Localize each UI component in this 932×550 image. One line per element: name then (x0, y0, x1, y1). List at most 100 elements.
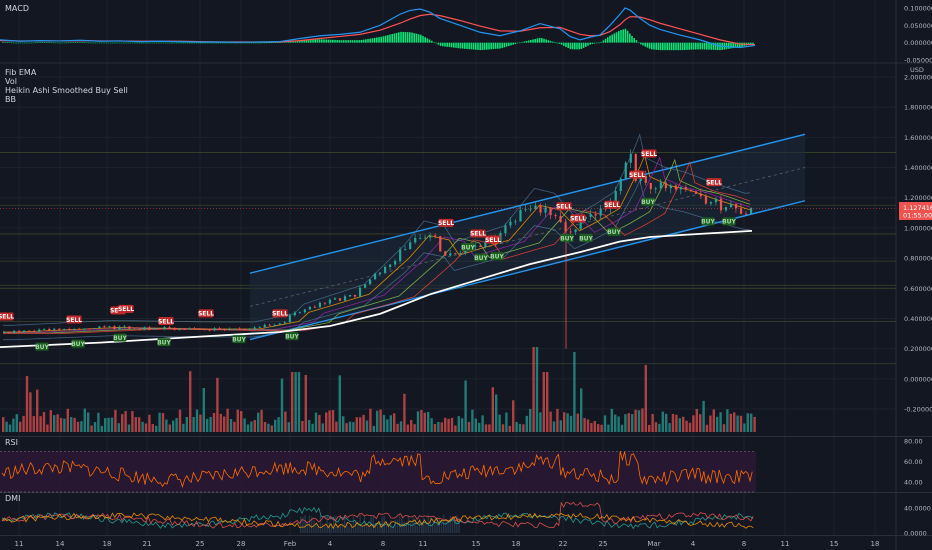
sell-signal[interactable]: SELL (0, 312, 14, 321)
sell-signal[interactable]: SELL (272, 309, 288, 318)
signal-label-bg (641, 149, 657, 158)
candle-body (298, 312, 301, 314)
main-price-pane[interactable]: SELLBUYSELLBUYSELLSELLBUYSELLBUYSELLBUYS… (0, 133, 896, 432)
volume-bar (603, 415, 607, 432)
sell-signal[interactable]: SELL (485, 235, 501, 244)
time-axis-label-11: 11 (781, 540, 790, 548)
candle-body (338, 298, 342, 301)
macd-histogram-bar (96, 42, 99, 44)
macd-histogram-bar (673, 42, 675, 51)
buy-signal[interactable]: BUY (71, 339, 86, 348)
time-axis-label-8: 8 (381, 540, 385, 548)
buy-signal[interactable]: BUY (35, 342, 50, 351)
indicator-bb[interactable]: BB (5, 95, 16, 104)
indicator-vol[interactable]: Vol (5, 77, 17, 86)
sell-signal[interactable]: SELL (470, 229, 486, 238)
volume-bar (233, 421, 236, 432)
volume-bar (212, 413, 216, 432)
volume-bar (542, 372, 545, 432)
volume-bar (226, 408, 229, 432)
volume-bar (389, 415, 392, 432)
buy-signal[interactable]: BUY (285, 332, 300, 340)
candle-body (178, 329, 181, 330)
volume-bar (386, 419, 389, 432)
buy-signal[interactable]: BUY (641, 197, 656, 206)
candle-body (293, 312, 296, 316)
sell-signal[interactable]: SELL (706, 178, 722, 186)
sell-signal[interactable]: SELL (604, 200, 620, 209)
volume-bar (617, 416, 620, 432)
volume-bar (437, 421, 440, 432)
macd-histogram-bar (697, 42, 699, 50)
macd-pane[interactable] (0, 7, 756, 51)
volume-bar (56, 414, 59, 432)
volume-bar (294, 372, 297, 432)
buy-signal[interactable]: BUY (560, 233, 575, 242)
candle-body (659, 182, 662, 189)
sell-signal[interactable]: SELL (438, 218, 454, 227)
signal-label-bg (579, 233, 593, 242)
sell-signal[interactable]: SELL (629, 170, 645, 179)
buy-signal[interactable]: BUY (232, 335, 247, 343)
buy-signal[interactable]: BUY (113, 333, 128, 342)
volume-bar (63, 418, 66, 432)
buy-signal[interactable]: BUY (461, 243, 476, 251)
macd-histogram-bar (10, 42, 13, 44)
dmi-adx-bar (366, 524, 368, 533)
sell-signal[interactable]: SELL (158, 316, 174, 325)
signal-label-text: SELL (485, 237, 501, 244)
buy-signal[interactable]: BUY (579, 233, 594, 242)
indicator-heikin-ashi[interactable]: Heikin Ashi Smoothed Buy Sell (5, 86, 128, 95)
macd-histogram-bar (435, 42, 437, 44)
dmi-adx-bar (308, 515, 311, 533)
dmi-adx-bar (454, 516, 456, 533)
buy-signal[interactable]: BUY (474, 253, 489, 262)
volume-bar (712, 409, 715, 432)
volume-bar (413, 424, 416, 432)
volume-bar (648, 424, 651, 432)
candle-body (108, 326, 111, 328)
volume-bar (610, 408, 613, 432)
macd-histogram-bar (292, 40, 294, 43)
macd-histogram-bar (15, 42, 17, 44)
buy-signal[interactable]: BUY (157, 338, 172, 346)
signal-label-bg (701, 217, 715, 226)
dmi-adx-bar (447, 519, 449, 533)
sell-signal[interactable]: SELL (198, 309, 214, 318)
sell-signal[interactable]: SELL (641, 149, 657, 158)
dmi-adx-bar (445, 520, 447, 533)
sell-signal[interactable]: SELL (118, 304, 134, 313)
macd-histogram-bar (171, 42, 173, 44)
buy-signal[interactable]: BUY (701, 217, 716, 226)
candle-body (379, 272, 382, 274)
sell-signal[interactable]: SELL (66, 315, 82, 324)
volume-bar (546, 372, 549, 432)
candle-body (679, 187, 682, 190)
sell-signal[interactable]: SELL (556, 202, 572, 211)
rsi-pane[interactable] (0, 450, 756, 493)
sell-signal[interactable]: SELL (570, 214, 586, 223)
macd-histogram-bar (294, 40, 297, 43)
volume-bar (529, 408, 532, 432)
macd-histogram-bar (26, 42, 28, 44)
indicator-fib-ema[interactable]: Fib EMA (5, 68, 37, 77)
signal-label-text: SELL (438, 220, 454, 227)
buy-signal[interactable]: BUY (607, 227, 622, 236)
price-axis[interactable]: 0.100000 0.050000 0.000000 -0.050000 2.00000… (904, 5, 932, 538)
candle-body (669, 185, 672, 189)
buy-signal[interactable]: BUY (490, 252, 505, 260)
candle-body (594, 214, 597, 216)
volume-bar (631, 414, 634, 432)
macd-histogram-bar (461, 42, 464, 49)
time-axis[interactable]: 11 14 18 21 25 28 Feb 4 8 11 15 18 22 25 Mar 4 8 11 15 18 (15, 540, 880, 548)
macd-histogram-bar (318, 39, 321, 43)
signal-label-bg (158, 316, 174, 325)
volume-bar (525, 415, 528, 432)
macd-histogram-bar (241, 42, 244, 44)
volume-bar (668, 423, 671, 432)
buy-signal[interactable]: BUY (722, 217, 737, 226)
macd-histogram-bar (585, 42, 587, 47)
dmi-pane[interactable] (1, 501, 754, 533)
volume-bar (348, 421, 352, 432)
candle-body (53, 328, 56, 331)
